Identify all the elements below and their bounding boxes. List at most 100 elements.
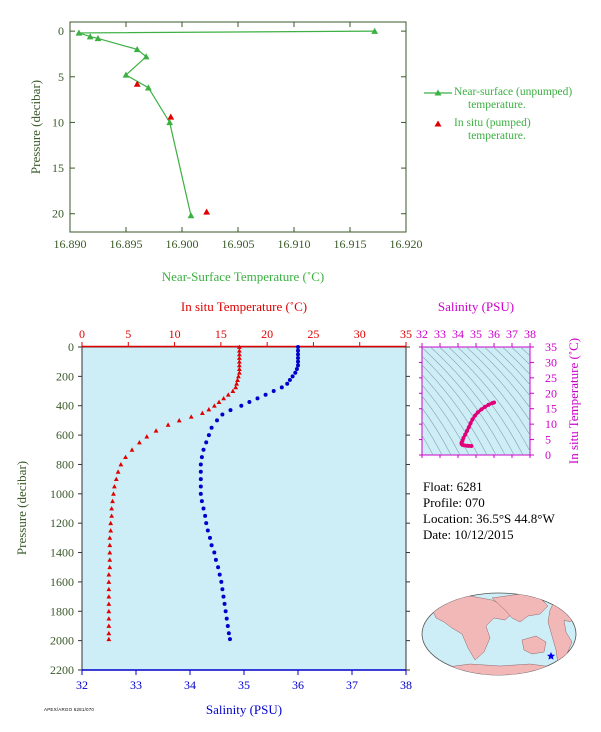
contour-line	[492, 347, 530, 386]
temperature-point	[236, 370, 242, 375]
x-tick-label: 16.895	[110, 237, 143, 251]
near-surface-point	[187, 212, 195, 219]
legend-in-situ-line1: In situ (pumped)	[454, 117, 531, 129]
temperature-point	[235, 377, 240, 382]
salinity-point	[290, 374, 295, 379]
y-tick-label: 5	[58, 70, 64, 84]
near-surface-plot-frame	[69, 21, 407, 233]
temperature-point	[108, 520, 114, 526]
salinity-point	[205, 528, 210, 533]
salinity-tick-label: 35	[238, 678, 250, 692]
temperature-tick-label: 20	[261, 327, 273, 341]
contour-line	[474, 347, 530, 409]
ts-y-tick-label: 15	[545, 402, 557, 416]
ts-point	[490, 401, 495, 406]
temperature-point	[108, 528, 114, 533]
temperature-point	[107, 557, 113, 562]
temperature-point	[106, 608, 112, 614]
salinity-point	[198, 477, 203, 482]
temperature-point	[188, 414, 194, 419]
pressure-tick-label: 200	[56, 369, 74, 383]
salinity-point	[219, 579, 224, 584]
float-number: Float: 6281	[423, 479, 483, 494]
salinity-point	[220, 412, 225, 417]
salinity-point	[222, 601, 227, 606]
pressure-tick-label: 400	[56, 399, 74, 413]
temperature-point	[216, 399, 222, 404]
ts-x-tick-label: 35	[470, 327, 482, 341]
salinity-point	[203, 513, 208, 518]
temperature-point	[165, 422, 171, 427]
pressure-tick-label: 1200	[50, 516, 74, 530]
near-surface-point	[166, 119, 174, 126]
pressure-tick-label: 600	[56, 428, 74, 442]
ts-point	[469, 444, 474, 449]
profile-top-xlabel: In situ Temperature (˚C)	[181, 299, 307, 314]
temperature-point	[136, 440, 142, 445]
salinity-point	[296, 363, 300, 368]
temperature-tick-label: 0	[79, 327, 85, 341]
near-surface-point	[145, 84, 152, 91]
near-surface-xlabel: Near-Surface Temperature (˚C)	[162, 269, 324, 284]
salinity-point	[198, 462, 203, 467]
temperature-tick-label: 35	[400, 327, 412, 341]
salinity-point	[209, 425, 214, 430]
density-contours	[422, 337, 601, 465]
map-land-africa-eurasia	[429, 595, 513, 661]
temperature-point	[107, 535, 113, 540]
x-tick-label: 16.910	[278, 237, 311, 251]
temperature-point	[106, 572, 112, 577]
salinity-point	[247, 400, 252, 405]
salinity-point	[271, 389, 276, 394]
temperature-point	[199, 410, 205, 415]
temperature-point	[211, 403, 217, 408]
salinity-point	[296, 348, 300, 353]
salinity-tick-label: 33	[130, 678, 142, 692]
temperature-point	[123, 454, 128, 460]
profile-bottom-xlabel: Salinity (PSU)	[206, 702, 282, 717]
temperature-point	[153, 428, 159, 433]
salinity-point	[204, 440, 209, 445]
contour-line	[422, 374, 479, 455]
contour-line	[483, 347, 530, 397]
salinity-point	[206, 433, 211, 438]
temperature-point	[106, 594, 112, 599]
temperature-point	[106, 586, 112, 592]
near-surface-legend: Near-surface (unpumped) temperature. In …	[418, 86, 572, 143]
temperature-point	[106, 616, 112, 621]
salinity-point	[198, 484, 203, 489]
salinity-point	[225, 623, 230, 628]
near-surface-line	[78, 30, 375, 216]
contour-line	[438, 347, 524, 455]
temperature-point	[115, 469, 121, 474]
temperature-point	[236, 359, 242, 364]
location: Location: 36.5°S 44.8°W	[423, 511, 555, 526]
salinity-point	[198, 469, 203, 474]
salinity-point	[296, 359, 300, 364]
profile-ylabel: Pressure (decibar)	[14, 461, 29, 555]
ts-point	[463, 432, 468, 437]
x-tick-label: 16.905	[222, 237, 255, 251]
ts-x-tick-label: 32	[416, 327, 428, 341]
profile-plot-area	[81, 346, 407, 671]
ts-x-tick-label: 33	[434, 327, 446, 341]
salinity-point	[294, 367, 299, 372]
salinity-point	[255, 396, 260, 401]
contour-line	[527, 337, 601, 465]
ts-point	[483, 404, 487, 409]
ts-point	[468, 421, 473, 426]
x-tick-label: 16.920	[390, 237, 423, 251]
salinity-point	[213, 557, 218, 562]
temperature-tick-label: 15	[215, 327, 227, 341]
near-surface-point	[86, 33, 94, 40]
temperature-point	[112, 484, 117, 489]
pressure-tick-label: 1400	[50, 546, 74, 560]
salinity-point	[209, 543, 214, 548]
near-surface-point	[371, 27, 379, 34]
salinity-tick-label: 37	[346, 678, 358, 692]
pressure-tick-label: 1600	[50, 575, 74, 589]
near-surface-point	[133, 45, 141, 53]
temperature-point	[236, 366, 242, 371]
ts-y-tick-label: 5	[545, 433, 551, 447]
